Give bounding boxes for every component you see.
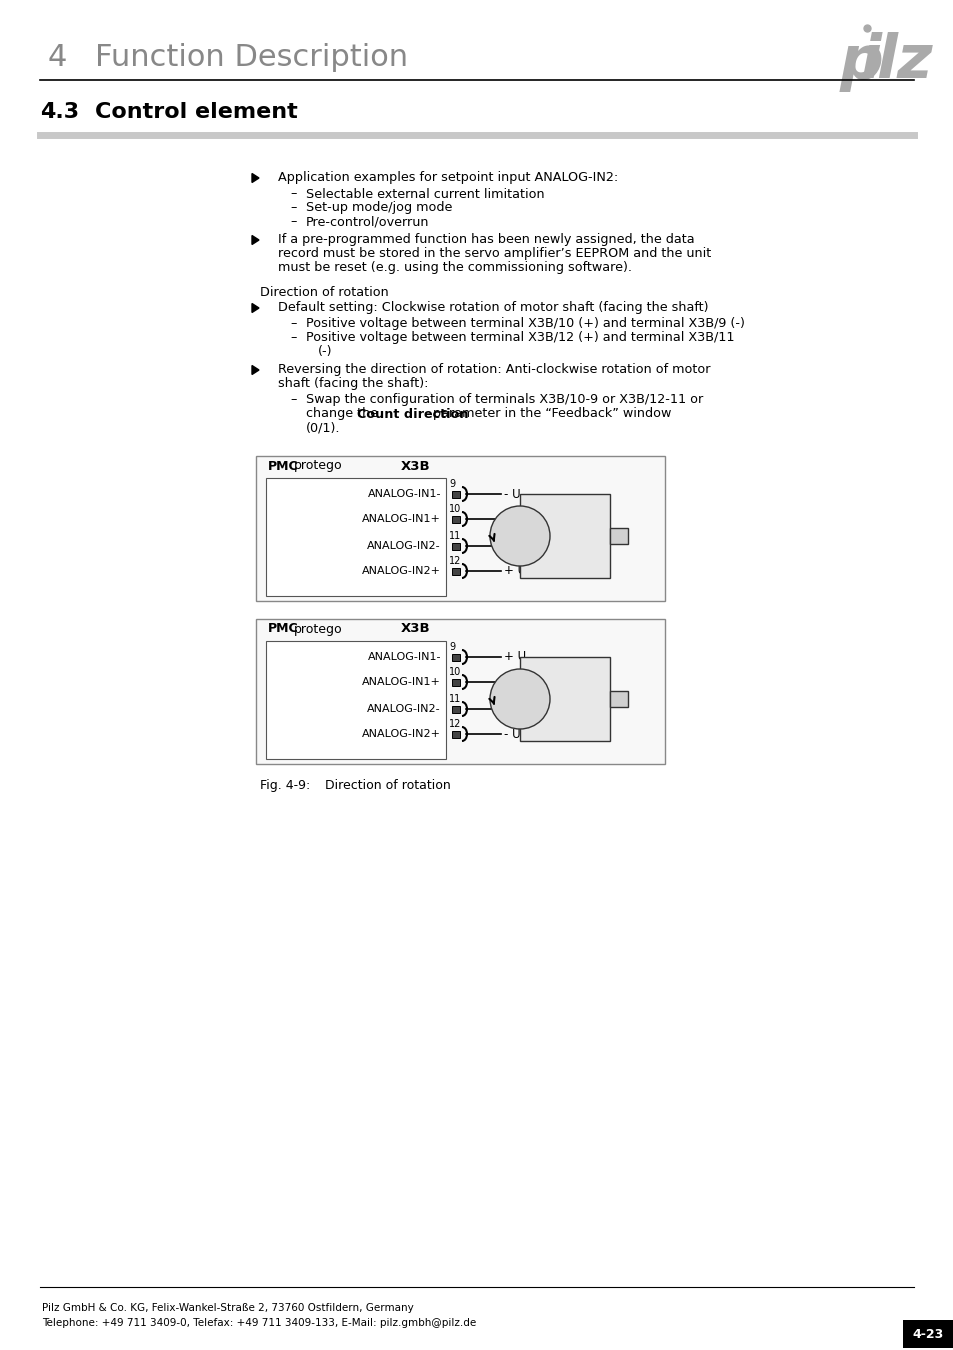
Text: Count direction: Count direction [356,408,468,420]
Text: must be reset (e.g. using the commissioning software).: must be reset (e.g. using the commission… [277,262,631,274]
Bar [452,679,459,686]
Text: 9: 9 [449,643,455,652]
Text: 4: 4 [48,43,68,73]
Text: 11: 11 [449,531,460,541]
Text: ANALOG-IN1-: ANALOG-IN1- [367,489,440,500]
Text: PMC: PMC [268,459,298,472]
Text: 10: 10 [449,667,460,676]
Text: X3B: X3B [400,459,430,472]
Bar [519,494,609,578]
Text: p: p [840,32,882,92]
Text: parameter in the “Feedback” window: parameter in the “Feedback” window [429,408,671,420]
Text: Direction of rotation: Direction of rotation [325,779,450,792]
Polygon shape [252,174,258,182]
Text: 12: 12 [449,720,461,729]
Text: Swap the configuration of terminals X3B/10-9 or X3B/12-11 or: Swap the configuration of terminals X3B/… [306,393,702,406]
Bar [452,543,459,549]
Text: ANALOG-IN1+: ANALOG-IN1+ [362,676,440,687]
Text: Control element: Control element [95,103,297,122]
Bar [266,478,446,595]
Text: - U: - U [503,487,520,501]
Bar [452,490,459,498]
Bar [609,528,627,544]
Bar [266,641,446,759]
Text: –: – [290,332,296,344]
Text: Selectable external current limitation: Selectable external current limitation [306,188,544,201]
Text: 4-23: 4-23 [911,1327,943,1341]
Text: 12: 12 [449,556,461,566]
Polygon shape [252,366,258,374]
Text: ANALOG-IN2+: ANALOG-IN2+ [361,566,440,576]
Bar [902,1320,953,1349]
Text: –: – [290,188,296,201]
Bar [452,706,459,713]
Text: 11: 11 [449,694,460,703]
Text: + U: + U [503,513,525,525]
Text: Direction of rotation: Direction of rotation [260,285,388,298]
Polygon shape [252,304,258,312]
Bar [452,730,459,737]
Text: ANALOG-IN2+: ANALOG-IN2+ [361,729,440,738]
Text: –: – [290,201,296,215]
Text: –: – [290,216,296,228]
Text: ANALOG-IN1+: ANALOG-IN1+ [362,514,440,524]
Text: Positive voltage between terminal X3B/12 (+) and terminal X3B/11: Positive voltage between terminal X3B/12… [306,332,734,344]
Text: Function Description: Function Description [95,43,408,73]
Text: i: i [859,32,880,92]
Bar [452,567,459,575]
Text: record must be stored in the servo amplifier’s EEPROM and the unit: record must be stored in the servo ampli… [277,247,711,261]
Bar [255,620,664,764]
Text: Default setting: Clockwise rotation of motor shaft (facing the shaft): Default setting: Clockwise rotation of m… [277,301,708,315]
Circle shape [490,670,550,729]
Text: Application examples for setpoint input ANALOG-IN2:: Application examples for setpoint input … [277,171,618,185]
Text: (-): (-) [317,346,333,359]
Text: 9: 9 [449,479,455,489]
Text: - U: - U [503,728,520,741]
Text: (0/1).: (0/1). [306,421,340,435]
Text: + U: + U [503,651,525,663]
Text: X3B: X3B [400,622,430,636]
Text: protego: protego [294,622,342,636]
Text: Pilz GmbH & Co. KG, Felix-Wankel-Straße 2, 73760 Ostfildern, Germany: Pilz GmbH & Co. KG, Felix-Wankel-Straße … [42,1303,414,1314]
Text: change the: change the [306,408,382,420]
Text: PMC: PMC [268,622,298,636]
Text: ANALOG-IN1-: ANALOG-IN1- [367,652,440,662]
Bar [519,657,609,741]
Text: + U: + U [503,702,525,716]
Text: If a pre-programmed function has been newly assigned, the data: If a pre-programmed function has been ne… [277,234,694,247]
Text: Pre-control/overrun: Pre-control/overrun [306,216,429,228]
Text: Reversing the direction of rotation: Anti-clockwise rotation of motor: Reversing the direction of rotation: Ant… [277,363,710,377]
Text: –: – [290,393,296,406]
Text: ANALOG-IN2-: ANALOG-IN2- [367,703,440,714]
Polygon shape [252,235,258,244]
Text: lz: lz [875,32,932,92]
Text: Fig. 4-9:: Fig. 4-9: [260,779,310,792]
Circle shape [490,506,550,566]
Text: Telephone: +49 711 3409-0, Telefax: +49 711 3409-133, E-Mail: pilz.gmbh@pilz.de: Telephone: +49 711 3409-0, Telefax: +49 … [42,1318,476,1328]
Bar [452,653,459,660]
Text: 4.3: 4.3 [40,103,79,122]
Bar [452,516,459,522]
Text: –: – [290,317,296,331]
Text: - U: - U [503,540,520,552]
Bar [255,456,664,601]
Text: protego: protego [294,459,342,472]
Bar [609,691,627,707]
Text: 10: 10 [449,504,460,514]
Text: - U: - U [503,675,520,688]
Text: ANALOG-IN2-: ANALOG-IN2- [367,541,440,551]
Text: Positive voltage between terminal X3B/10 (+) and terminal X3B/9 (-): Positive voltage between terminal X3B/10… [306,317,744,331]
Text: shaft (facing the shaft):: shaft (facing the shaft): [277,378,428,390]
Text: Set-up mode/jog mode: Set-up mode/jog mode [306,201,452,215]
Text: + U: + U [503,564,525,578]
